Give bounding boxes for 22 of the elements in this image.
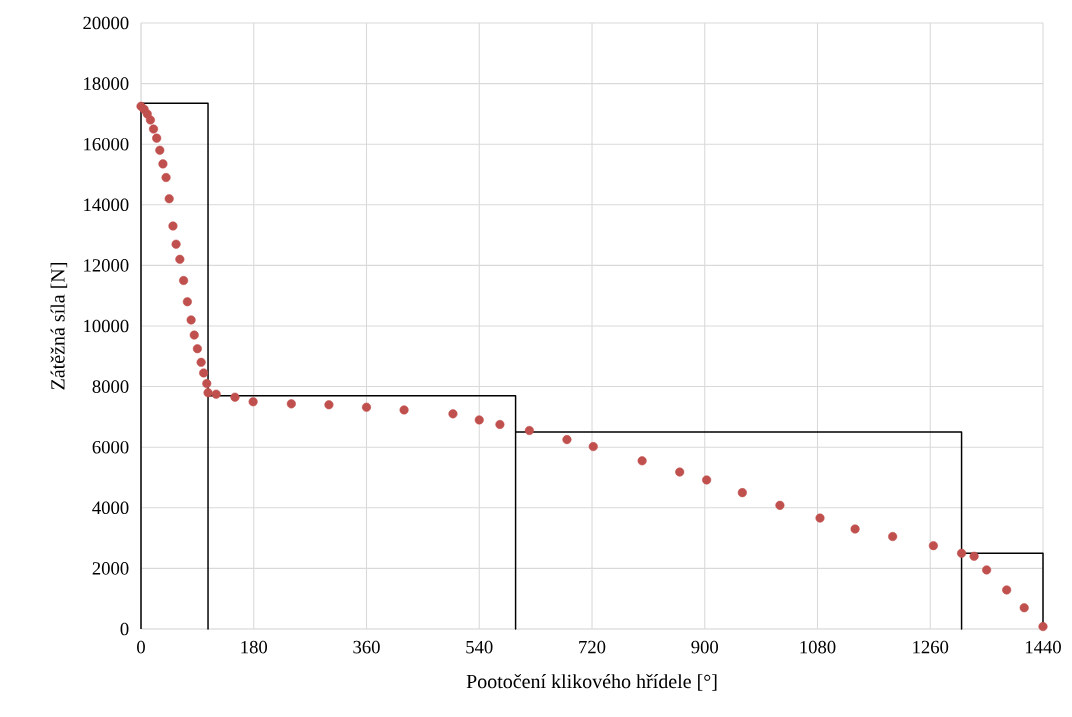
y-tick-label: 14000 [84, 198, 129, 212]
y-tick-label: 8000 [92, 380, 129, 393]
x-axis-title: Pootočení klikového hřídele [°] [466, 674, 717, 691]
x-tick-label: 180 [241, 640, 268, 654]
x-tick-label: 1440 [1025, 640, 1061, 654]
y-tick-label: 16000 [84, 137, 129, 151]
x-tick-label: 720 [579, 640, 606, 654]
y-axis-title: Zátěžná síla [N] [50, 263, 68, 390]
x-tick-label: 900 [691, 640, 719, 654]
y-tick-label: 12000 [84, 259, 129, 272]
x-tick-label: 360 [353, 640, 380, 654]
y-tick-label: 0 [120, 622, 129, 636]
x-tick-label: 1260 [913, 640, 949, 654]
y-tick-label: 4000 [92, 501, 129, 515]
y-tick-label: 2000 [92, 562, 129, 575]
y-tick-label: 6000 [92, 440, 129, 454]
x-tick-label: 0 [137, 640, 145, 654]
x-tick-label: 1080 [800, 640, 836, 654]
y-tick-label: 10000 [84, 319, 129, 333]
y-tick-label: 18000 [84, 77, 129, 90]
y-tick-label: 20000 [83, 16, 129, 30]
x-tick-label: 540 [466, 640, 493, 654]
